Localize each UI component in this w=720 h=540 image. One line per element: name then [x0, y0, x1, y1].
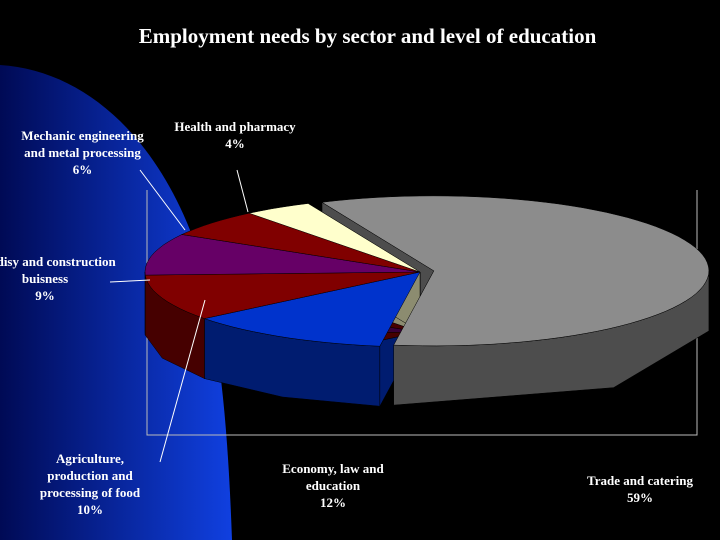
- slice-value-label: 12%: [320, 495, 346, 510]
- slice-label: Mechanic engineering and metal processin…: [21, 128, 144, 160]
- slice-value-label: 10%: [77, 502, 103, 517]
- background-shape: [0, 65, 232, 540]
- leader-line: [139, 169, 186, 231]
- chart-title: Employment needs by sector and level of …: [138, 24, 597, 48]
- leader-line: [236, 169, 249, 213]
- leader-line: [159, 299, 206, 463]
- slice: [321, 195, 710, 347]
- slice: [203, 271, 421, 347]
- slice-value-label: 59%: [627, 490, 653, 505]
- slice-label: Economy, law and education: [282, 461, 384, 493]
- pie: [144, 195, 710, 407]
- slice: [144, 234, 421, 276]
- slice: [180, 212, 421, 273]
- slice-value-label: 6%: [72, 162, 93, 177]
- leader-line: [109, 279, 151, 283]
- slice-value-label: 4%: [225, 136, 245, 151]
- slice-label: Trade and catering: [587, 473, 693, 488]
- slice-label: Geodisy and construction buisness: [0, 254, 116, 286]
- slice-value-label: 9%: [35, 288, 55, 303]
- slice: [248, 203, 421, 273]
- slice-label: Health and pharmacy: [174, 119, 296, 134]
- slice-label: Agriculture, production and processing o…: [39, 451, 141, 500]
